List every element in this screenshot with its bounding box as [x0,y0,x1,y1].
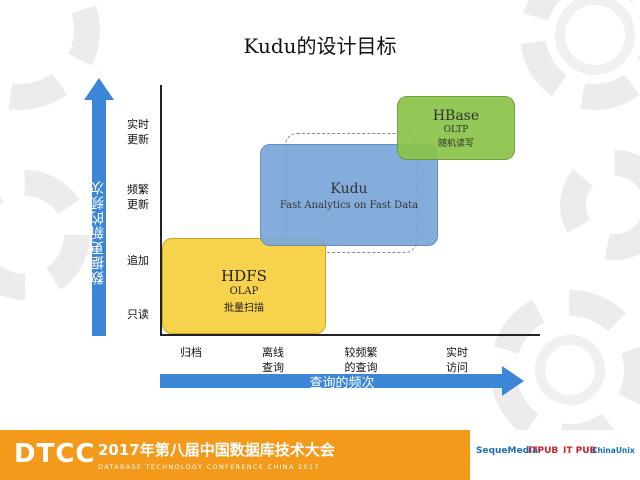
hbase-name: HBase [432,108,480,124]
x-axis-title: 查询的频次 [309,376,375,391]
footer-banner: DTCC 2017年第八届中国数据库技术大会 DATABASE TECHNOLO… [0,430,640,480]
y-label-realtime-update: 实时 更新 [127,118,149,146]
hbase-box: HBase OLTP 随机读写 [397,96,515,160]
y-label-read-only: 只读 [127,308,149,321]
hdfs-box: HDFS OLAP 批量扫描 [162,238,326,334]
x-label-frequent-query: 较频繁 的查询 [344,346,378,374]
gear-hole-icon [535,335,605,405]
hdfs-type: OLAP [229,286,259,297]
y-axis-title: 数据更新的频次 [90,180,106,285]
sponsor-sequemedia-logo: SequeMedia [476,446,539,456]
conference-title: 2017年第八届中国数据库技术大会 [98,441,335,459]
sponsor-itpub-logo: ITPUB [528,446,559,456]
kudu-box: Kudu Fast Analytics on Fast Data [260,144,438,246]
gear-decoration-icon [560,150,640,260]
sponsor-itpub2-logo: IT PUB [563,446,597,456]
hdfs-name: HDFS [221,267,267,285]
x-label-archive: 归档 [180,346,202,359]
conference-subtitle: DATABASE TECHNOLOGY CONFERENCE CHINA 201… [98,463,320,471]
y-label-append: 追加 [127,254,149,267]
x-label-offline-query: 离线 查询 [262,346,284,374]
y-axis-line [160,85,162,335]
hdfs-desc: 批量扫描 [224,303,264,314]
kudu-name: Kudu [330,181,368,197]
x-label-realtime-access: 实时 访问 [446,346,468,374]
x-axis-line [160,334,540,336]
sponsor-chinaunix-logo: ChinaUnix [592,446,635,455]
hbase-type: OLTP [443,125,469,135]
dtcc-logo: DTCC [14,439,96,469]
y-label-frequent-update: 频繁 更新 [127,183,149,211]
kudu-desc: Fast Analytics on Fast Data [279,200,419,211]
gear-hole-icon [555,0,635,75]
gear-decoration-icon [0,170,90,300]
y-axis-arrow [84,78,114,336]
slide: Kudu的设计目标 数据更新的频次 查询的频次 实时 更新 频繁 更新 追加 只… [0,0,640,430]
slide-title: Kudu的设计目标 [243,34,397,58]
footer-orange-band: DTCC 2017年第八届中国数据库技术大会 DATABASE TECHNOLO… [0,430,470,480]
x-axis-arrow [160,366,524,396]
hbase-desc: 随机读写 [437,139,474,149]
